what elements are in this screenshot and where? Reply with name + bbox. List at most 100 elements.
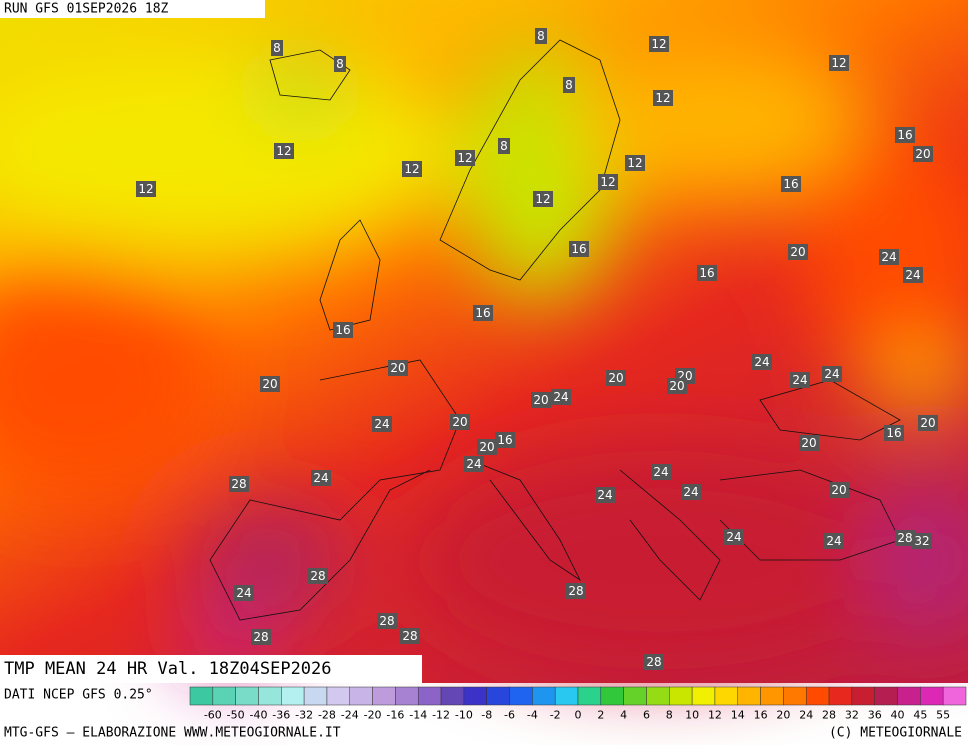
legend-cell <box>851 686 875 706</box>
legend-tick-label: -24 <box>341 709 359 722</box>
legend-cell <box>486 686 510 706</box>
legend-cell <box>349 686 373 706</box>
label-box <box>535 28 547 44</box>
label-box <box>829 55 849 71</box>
legend-tick-label: 14 <box>731 709 745 722</box>
source: DATI NCEP GFS 0.25° <box>4 688 153 703</box>
label-box <box>136 181 156 197</box>
legend-tick-label: -10 <box>455 709 473 722</box>
credit: MTG-GFS — ELABORAZIONE WWW.METEOGIORNALE… <box>4 726 341 741</box>
label-box <box>651 464 671 480</box>
label-box <box>895 127 915 143</box>
label-box <box>595 487 615 503</box>
legend-cell <box>235 686 259 706</box>
contour-label: 16 <box>783 177 798 191</box>
contour-label: 12 <box>535 192 550 206</box>
label-box <box>402 161 422 177</box>
contour-label: 8 <box>500 139 508 153</box>
run-label: RUN GFS 01SEP2026 18Z <box>4 2 169 17</box>
label-box <box>697 265 717 281</box>
contour-label: 20 <box>479 440 494 454</box>
header-box <box>0 0 265 18</box>
contour-label: 12 <box>831 56 846 70</box>
contour-label: 28 <box>231 477 246 491</box>
legend-tick-label: -60 <box>204 709 222 722</box>
legend-tick-label: -36 <box>272 709 290 722</box>
legend-tick-label: -12 <box>432 709 450 722</box>
contour-label: 12 <box>276 144 291 158</box>
contour-label: 28 <box>310 569 325 583</box>
legend-cell <box>623 686 647 706</box>
label-box <box>271 40 283 56</box>
contour-label: 24 <box>683 485 698 499</box>
label-box <box>477 439 497 455</box>
contour-label: 20 <box>533 393 548 407</box>
contour-label: 28 <box>253 630 268 644</box>
label-box <box>234 585 254 601</box>
label-box <box>400 628 420 644</box>
title-box <box>0 655 422 683</box>
legend-tick-label: 32 <box>845 709 859 722</box>
contour-label: 24 <box>792 373 807 387</box>
label-box <box>895 530 915 546</box>
contour-label: 28 <box>646 655 661 669</box>
legend-cell <box>395 686 419 706</box>
label-box <box>781 176 801 192</box>
legend-tick-label: 24 <box>799 709 813 722</box>
contour-label: 16 <box>886 426 901 440</box>
legend-cell <box>805 686 830 706</box>
contour-label: 24 <box>597 488 612 502</box>
label-box <box>790 372 810 388</box>
contour-label: 24 <box>905 268 920 282</box>
label-box <box>653 90 673 106</box>
label-box <box>649 36 669 52</box>
legend-tick-label: -40 <box>249 709 267 722</box>
legend-cell <box>303 686 328 706</box>
contour-label: 16 <box>497 433 512 447</box>
label-box <box>799 435 819 451</box>
legend-tick-label: 4 <box>620 709 627 722</box>
legend-tick-label: 6 <box>643 709 650 722</box>
legend-tick-label: -50 <box>227 709 245 722</box>
label-box <box>829 482 849 498</box>
contour-label: 12 <box>404 162 419 176</box>
legend-tick-label: -32 <box>295 709 313 722</box>
legend-cell <box>760 686 784 706</box>
label-box <box>569 241 589 257</box>
label-box <box>912 533 932 549</box>
legend-cell <box>463 686 487 706</box>
label-box <box>884 425 904 441</box>
label-box <box>334 56 346 72</box>
legend-cell <box>920 686 944 706</box>
contour-label: 20 <box>915 147 930 161</box>
label-box <box>822 366 842 382</box>
legend-cell <box>189 686 214 706</box>
label-box <box>333 322 353 338</box>
contour-label: 12 <box>655 91 670 105</box>
legend-cell <box>646 686 670 706</box>
contour-label: 24 <box>313 471 328 485</box>
contour-label: 12 <box>651 37 666 51</box>
label-box <box>308 568 328 584</box>
contour-label: 8 <box>336 57 344 71</box>
legend-cell <box>691 686 716 706</box>
legend-cell <box>372 686 396 706</box>
legend-tick-label: 20 <box>776 709 790 722</box>
contour-label: 20 <box>831 483 846 497</box>
contour-label: 24 <box>824 367 839 381</box>
legend-tick-label: 0 <box>575 709 582 722</box>
contour-label: 24 <box>374 417 389 431</box>
contour-label: 20 <box>608 371 623 385</box>
map-title: TMP MEAN 24 HR Val. 18Z04SEP2026 <box>4 659 332 679</box>
contour-label: 24 <box>826 534 841 548</box>
label-box <box>563 77 575 93</box>
contour-label: 24 <box>553 390 568 404</box>
legend-tick-label: -16 <box>386 709 404 722</box>
label-box <box>455 150 475 166</box>
contour-label: 24 <box>236 586 251 600</box>
contour-labels: 8 8 8 8 8 12 12 12 12 12 12 12 12 12 12 16 16 16 16 16 16 16 1… <box>0 0 938 670</box>
label-box <box>495 432 515 448</box>
legend-cell <box>554 686 579 706</box>
contour-label: 12 <box>457 151 472 165</box>
contour-label: 20 <box>452 415 467 429</box>
